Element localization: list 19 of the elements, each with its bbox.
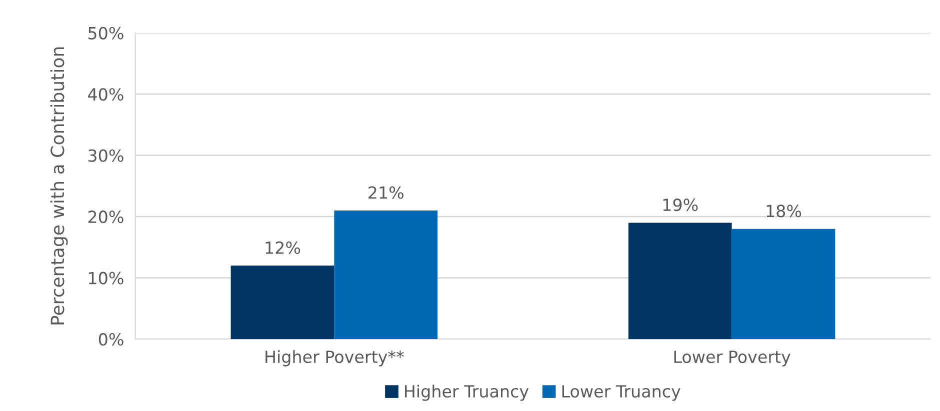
y-tick-label: 30% (88, 149, 124, 162)
x-tick-label: Lower Poverty (674, 350, 790, 366)
bar (732, 228, 836, 340)
legend-label: Higher Truancy (405, 384, 529, 401)
data-label: 18% (766, 204, 802, 218)
bar (230, 266, 334, 340)
data-label: 12% (266, 241, 300, 254)
x-tick-label: Higher Poverty** (266, 350, 404, 366)
data-label: 21% (368, 186, 404, 199)
data-label: 19% (663, 198, 698, 212)
y-tick-label: 0% (98, 333, 124, 346)
bar (334, 210, 438, 340)
y-tick-label: 10% (89, 272, 124, 284)
bar (628, 222, 732, 340)
legend-label: Lower Truancy (562, 385, 680, 401)
y-tick-label: 40% (88, 88, 124, 101)
y-axis-title: Percentage with a Contribution (50, 47, 68, 324)
y-tick-label: 20% (88, 210, 124, 224)
y-tick-label: 50% (88, 26, 124, 40)
